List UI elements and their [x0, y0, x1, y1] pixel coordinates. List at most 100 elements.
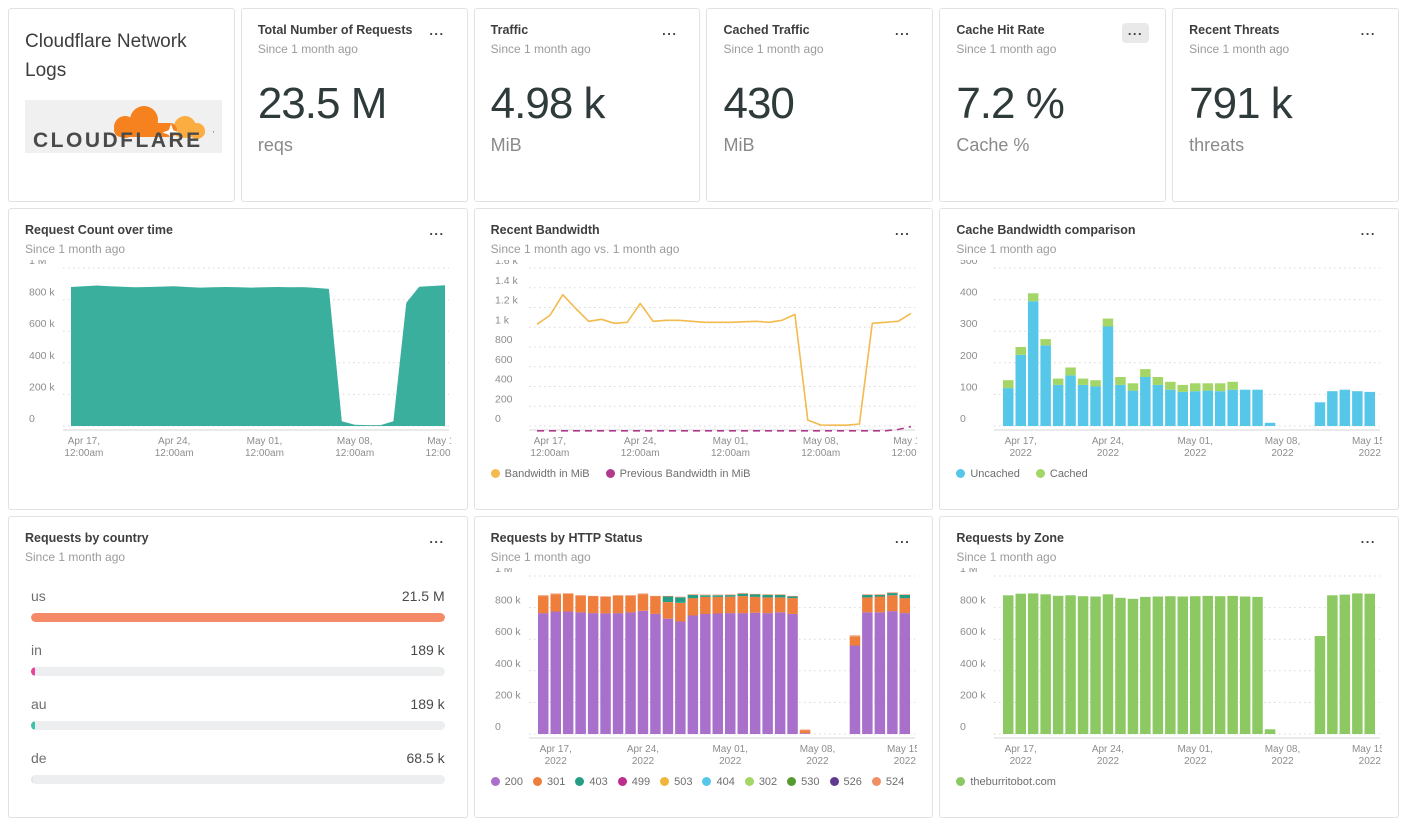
svg-text:2022: 2022	[631, 756, 654, 767]
legend-label: Uncached	[970, 467, 1020, 480]
cloudflare-logo-text: CLOUDFLARE	[33, 129, 203, 152]
legend-dot-icon	[605, 469, 615, 479]
stat-value: 23.5 M	[257, 78, 388, 128]
svg-text:12:00am: 12:00am	[155, 448, 194, 459]
legend-dot-icon	[744, 777, 754, 787]
stat-title: Total Number of Requests	[257, 23, 413, 37]
legend-item[interactable]: Bandwidth in MiB	[490, 468, 590, 480]
svg-text:May 15,: May 15,	[427, 436, 451, 447]
country-bar-track	[31, 612, 445, 622]
http-status-legend: 200 301 403 499 503 404 302 530 526 524	[490, 775, 917, 788]
legend-label: 503	[674, 775, 693, 788]
legend-dot-icon	[956, 469, 966, 479]
stat-unit: MiB	[723, 135, 755, 156]
country-bar-track	[31, 720, 445, 730]
panel-menu-button[interactable]: ...	[1360, 23, 1376, 38]
panel-cache-comparison: Cache Bandwidth comparison Since 1 month…	[939, 208, 1399, 510]
panel-menu-button[interactable]: ...	[1360, 531, 1376, 546]
svg-text:600 k: 600 k	[960, 626, 986, 638]
legend-label: 301	[547, 775, 566, 788]
stat-unit: reqs	[257, 135, 293, 156]
svg-text:May 01,: May 01,	[712, 436, 748, 447]
legend-item[interactable]: 404	[702, 775, 735, 788]
panel-menu-button[interactable]: ...	[894, 531, 911, 546]
legend-dot-icon	[660, 777, 670, 787]
svg-text:12:00am: 12:00am	[620, 448, 659, 459]
legend-dot-icon	[1035, 469, 1045, 479]
country-bar-track	[31, 774, 445, 784]
legend-label: 524	[885, 775, 905, 788]
panel-menu-button[interactable]: ...	[894, 23, 911, 38]
svg-text:2022: 2022	[1097, 756, 1120, 767]
svg-text:800 k: 800 k	[495, 594, 521, 606]
country-bar-fill	[31, 666, 36, 676]
panel-menu-button[interactable]: ...	[1121, 23, 1150, 43]
panel-menu-button[interactable]: ...	[429, 531, 445, 546]
legend-item[interactable]: 524	[871, 775, 905, 788]
country-row-de: de 68.5 k	[31, 750, 445, 784]
svg-text:12:00am: 12:00am	[711, 448, 750, 459]
cache-comparison-bar-chart[interactable]: 500 400 300 200 100 0 Apr 17, 2022 Apr 24, 2022 Ma…	[956, 255, 1388, 462]
legend-dot-icon	[617, 777, 627, 787]
stat-subtitle: Since 1 month ago	[956, 41, 1057, 56]
panel-title: Cache Bandwidth comparison	[956, 223, 1136, 237]
svg-text:500: 500	[960, 260, 978, 267]
legend-item[interactable]: 503	[660, 776, 692, 788]
panel-http-status: Requests by HTTP Status Since 1 month ag…	[473, 516, 934, 818]
legend-item[interactable]: 200	[490, 776, 523, 788]
request-count-area-chart[interactable]: 1 M 800 k 600 k 400 k 200 k 0 Apr 17, 12:00am Ap…	[25, 255, 464, 462]
zone-bar-chart[interactable]: 1 M 800 k 600 k 400 k 200 k 0 Apr 17, 2022 Apr 2…	[956, 563, 1388, 770]
legend-label: Previous Bandwidth in MiB	[619, 467, 751, 480]
legend-item[interactable]: theburritobot.com	[956, 776, 1056, 788]
legend-label: theburritobot.com	[970, 775, 1056, 788]
legend-item[interactable]: Previous Bandwidth in MiB	[605, 467, 751, 480]
panel-menu-button[interactable]: ...	[429, 23, 445, 38]
svg-text:2022: 2022	[719, 756, 742, 767]
panel-menu-button[interactable]: ...	[894, 223, 911, 238]
legend-item[interactable]: Cached	[1035, 468, 1088, 480]
legend-item[interactable]: Uncached	[956, 468, 1020, 480]
panel-recent-bandwidth: Recent Bandwidth Since 1 month ago vs. 1…	[473, 208, 934, 510]
svg-text:1.6 k: 1.6 k	[495, 260, 519, 267]
svg-text:2022: 2022	[1359, 448, 1382, 459]
panel-menu-button[interactable]: ...	[662, 23, 678, 38]
svg-text:200: 200	[960, 349, 978, 361]
legend-item[interactable]: 302	[744, 775, 778, 788]
svg-text:May 08,: May 08,	[1265, 744, 1301, 755]
panel-menu-button[interactable]: ...	[1360, 223, 1376, 238]
svg-text:Apr 24,: Apr 24,	[1092, 436, 1124, 447]
dashboard-title: Cloudflare Network Logs	[25, 31, 187, 82]
country-value: 189 k	[410, 695, 445, 712]
svg-text:400 k: 400 k	[495, 657, 521, 669]
panel-subtitle: Since 1 month ago	[956, 549, 1057, 564]
stat-card-cached-traffic: Cached Traffic Since 1 month ago ... 430…	[706, 8, 934, 202]
svg-text:May 08,: May 08,	[803, 436, 839, 447]
bandwidth-legend: Bandwidth in MiB Previous Bandwidth in Mi…	[490, 467, 917, 480]
svg-text:800 k: 800 k	[29, 286, 55, 298]
http-status-bar-chart[interactable]: 1 M 800 k 600 k 400 k 200 k 0 Apr 17, 2022 Apr 2…	[491, 563, 923, 770]
country-bar-fill	[31, 774, 34, 784]
legend-item[interactable]: 403	[575, 776, 608, 788]
legend-item[interactable]: 499	[617, 776, 650, 788]
svg-text:400: 400	[495, 373, 513, 385]
cloud-icon	[114, 105, 205, 141]
legend-item[interactable]: 530	[787, 776, 820, 788]
svg-text:1 k: 1 k	[495, 314, 510, 326]
stat-card-recent-threats: Recent Threats Since 1 month ago ... 791…	[1172, 8, 1399, 202]
panel-title: Recent Bandwidth	[490, 223, 600, 237]
stat-subtitle: Since 1 month ago	[257, 41, 358, 56]
panel-menu-button[interactable]: ...	[429, 223, 445, 238]
legend-item[interactable]: 301	[533, 776, 565, 788]
panel-requests-by-zone: Requests by Zone Since 1 month ago ... 1…	[939, 516, 1399, 818]
svg-text:12:00am: 12:00am	[801, 448, 840, 459]
legend-label: 404	[716, 775, 735, 788]
svg-text:2022: 2022	[1184, 756, 1207, 767]
legend-label: 302	[758, 775, 778, 788]
svg-text:200: 200	[495, 393, 513, 405]
panel-subtitle: Since 1 month ago	[956, 241, 1057, 256]
stat-title: Cache Hit Rate	[956, 23, 1045, 37]
legend-item[interactable]: 526	[829, 776, 862, 788]
svg-text:Apr 17,: Apr 17,	[1005, 744, 1037, 755]
